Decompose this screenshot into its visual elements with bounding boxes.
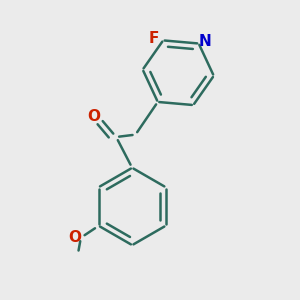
Text: F: F bbox=[149, 31, 159, 46]
Text: N: N bbox=[198, 34, 211, 49]
Text: O: O bbox=[68, 230, 81, 245]
Text: O: O bbox=[87, 109, 100, 124]
